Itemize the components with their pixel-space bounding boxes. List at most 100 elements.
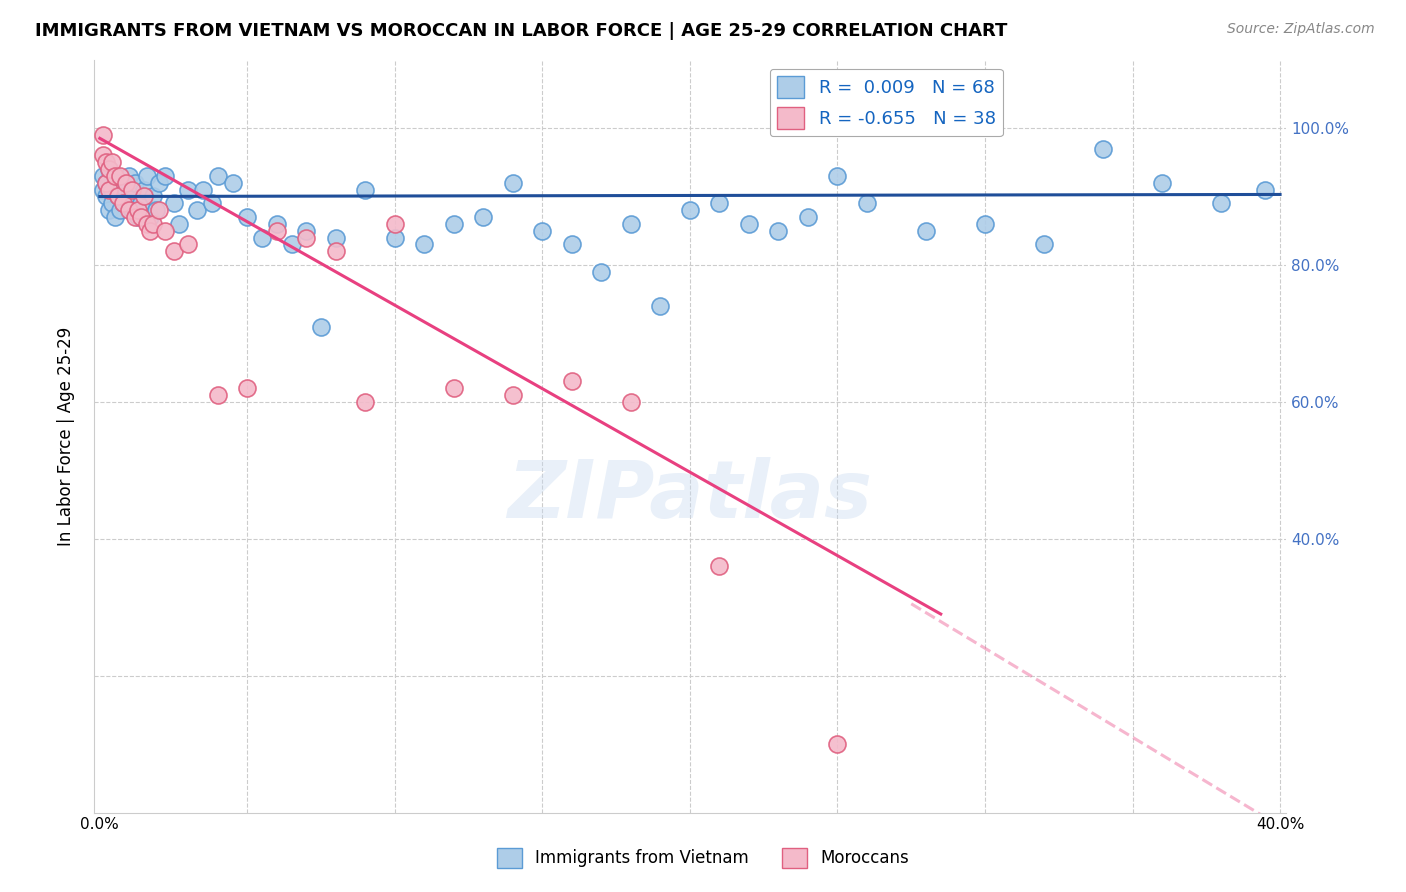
Point <box>129 210 152 224</box>
Point <box>91 128 114 142</box>
Point <box>142 217 165 231</box>
Point <box>162 244 184 259</box>
Point <box>827 737 849 751</box>
Point <box>107 176 129 190</box>
Point <box>250 230 273 244</box>
Point <box>531 224 554 238</box>
Point <box>177 183 200 197</box>
Point <box>354 183 377 197</box>
Point <box>110 203 132 218</box>
Point <box>443 217 465 231</box>
Point <box>191 183 214 197</box>
Point <box>94 176 117 190</box>
Point <box>856 196 879 211</box>
Y-axis label: In Labor Force | Age 25-29: In Labor Force | Age 25-29 <box>58 326 75 546</box>
Point <box>118 169 141 183</box>
Point <box>295 224 318 238</box>
Point <box>186 203 208 218</box>
Text: IMMIGRANTS FROM VIETNAM VS MOROCCAN IN LABOR FORCE | AGE 25-29 CORRELATION CHART: IMMIGRANTS FROM VIETNAM VS MOROCCAN IN L… <box>35 22 1008 40</box>
Point <box>384 217 406 231</box>
Point <box>309 319 332 334</box>
Point <box>295 230 318 244</box>
Point <box>709 196 731 211</box>
Point <box>236 381 259 395</box>
Point <box>591 265 613 279</box>
Point <box>797 210 820 224</box>
Point <box>100 183 122 197</box>
Point <box>132 183 155 197</box>
Point <box>97 162 120 177</box>
Point <box>139 224 162 238</box>
Point <box>650 299 672 313</box>
Point <box>112 196 135 211</box>
Point <box>110 169 132 183</box>
Point <box>118 189 141 203</box>
Point <box>91 148 114 162</box>
Point <box>280 237 302 252</box>
Point <box>153 169 176 183</box>
Point <box>121 183 143 197</box>
Point <box>115 183 138 197</box>
Point <box>91 183 114 197</box>
Point <box>384 230 406 244</box>
Point <box>768 224 790 238</box>
Point <box>97 203 120 218</box>
Point <box>502 176 524 190</box>
Point <box>561 237 583 252</box>
Point <box>620 394 643 409</box>
Point <box>118 203 141 218</box>
Point <box>620 217 643 231</box>
Point <box>915 224 938 238</box>
Point <box>107 189 129 203</box>
Text: Source: ZipAtlas.com: Source: ZipAtlas.com <box>1227 22 1375 37</box>
Point <box>325 230 347 244</box>
Point <box>443 381 465 395</box>
Legend: R =  0.009   N = 68, R = -0.655   N = 38: R = 0.009 N = 68, R = -0.655 N = 38 <box>770 69 1002 136</box>
Point <box>103 169 125 183</box>
Point <box>266 224 288 238</box>
Point <box>709 559 731 574</box>
Point <box>94 155 117 169</box>
Point <box>679 203 702 218</box>
Point <box>148 176 170 190</box>
Point <box>1033 237 1056 252</box>
Point <box>1254 183 1277 197</box>
Point <box>153 224 176 238</box>
Point <box>129 196 152 211</box>
Point <box>502 388 524 402</box>
Point <box>472 210 495 224</box>
Point <box>94 189 117 203</box>
Point <box>354 394 377 409</box>
Point <box>132 189 155 203</box>
Point <box>974 217 997 231</box>
Point <box>145 203 167 218</box>
Point <box>107 189 129 203</box>
Point <box>207 388 229 402</box>
Point <box>103 210 125 224</box>
Point <box>162 196 184 211</box>
Point <box>124 176 146 190</box>
Point <box>97 183 120 197</box>
Point <box>413 237 436 252</box>
Point <box>827 169 849 183</box>
Point <box>177 237 200 252</box>
Point <box>1092 142 1115 156</box>
Point <box>1150 176 1173 190</box>
Point <box>139 210 162 224</box>
Point <box>221 176 243 190</box>
Point <box>97 162 120 177</box>
Point <box>236 210 259 224</box>
Point <box>115 176 138 190</box>
Point <box>103 169 125 183</box>
Point <box>100 155 122 169</box>
Point <box>136 217 159 231</box>
Point <box>124 210 146 224</box>
Point <box>100 196 122 211</box>
Point <box>121 203 143 218</box>
Point <box>266 217 288 231</box>
Point <box>94 176 117 190</box>
Point <box>738 217 761 231</box>
Legend: Immigrants from Vietnam, Moroccans: Immigrants from Vietnam, Moroccans <box>491 841 915 875</box>
Text: ZIPatlas: ZIPatlas <box>508 458 873 535</box>
Point <box>325 244 347 259</box>
